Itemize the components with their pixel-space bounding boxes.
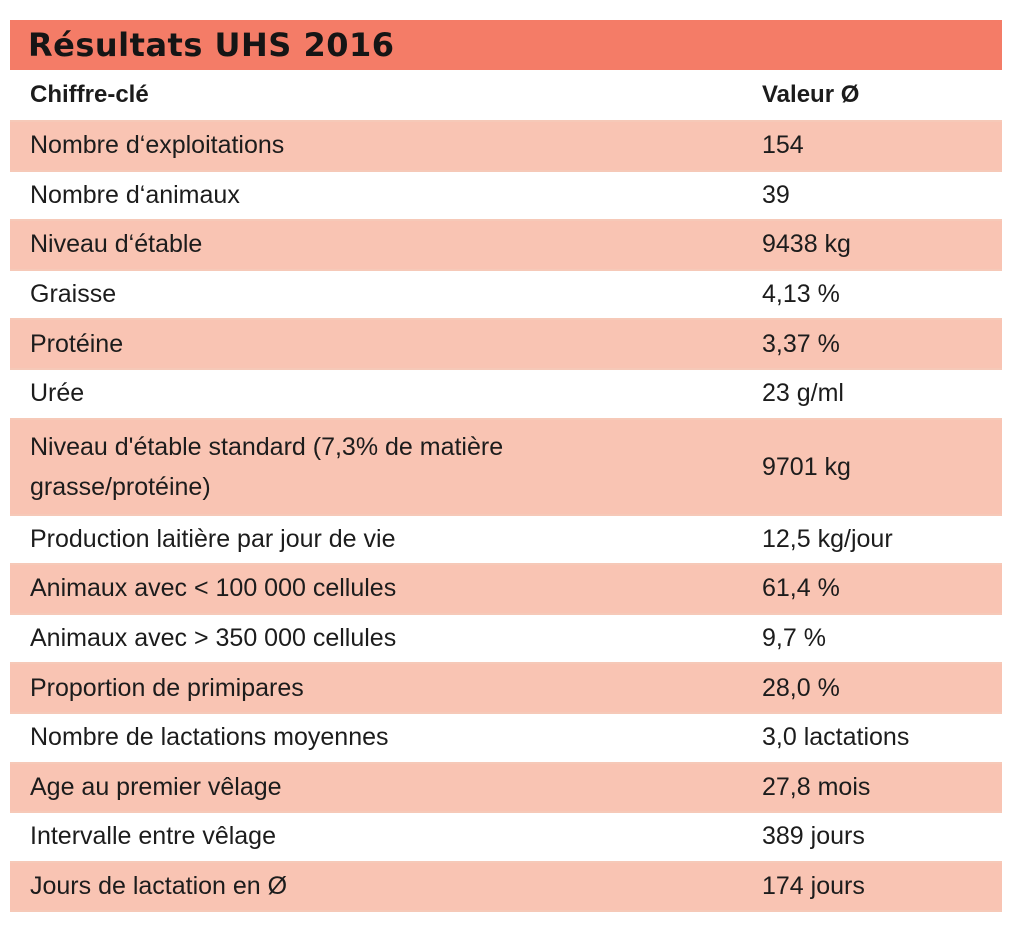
row-value: 27,8 mois (762, 772, 871, 801)
row-value: 9438 kg (762, 230, 851, 259)
table-header-row: Chiffre-clé Valeur Ø (10, 70, 1002, 122)
row-key: Nombre d‘animaux (30, 180, 240, 209)
table-row: Production laitière par jour de vie 12,5… (10, 515, 1002, 566)
table-row: Niveau d'étable standard (7,3% de matièr… (10, 419, 1002, 516)
results-table: Résultats UHS 2016 Chiffre-clé Valeur Ø … (10, 20, 1002, 913)
table-row: Animaux avec < 100 000 cellules 61,4 % (10, 565, 1002, 615)
row-key: Nombre d‘exploitations (30, 131, 285, 160)
row-value: 389 jours (762, 822, 865, 851)
row-key: Nombre de lactations moyennes (30, 723, 389, 752)
table-row: Intervalle entre vêlage 389 jours (10, 813, 1002, 863)
table-row: Nombre d‘exploitations 154 (10, 122, 1002, 172)
table-row: Nombre de lactations moyennes 3,0 lactat… (10, 713, 1002, 764)
row-key: Proportion de primipares (30, 673, 304, 702)
row-key: Intervalle entre vêlage (30, 822, 276, 851)
column-header-value: Valeur Ø (762, 81, 860, 108)
row-key: Animaux avec > 350 000 cellules (30, 624, 397, 653)
table-row: Proportion de primipares 28,0 % (10, 664, 1002, 714)
row-value: 12,5 kg/jour (762, 524, 893, 553)
row-value: 39 (762, 180, 790, 209)
row-value: 28,0 % (762, 673, 840, 702)
table-row: Age au premier vêlage 27,8 mois (10, 763, 1002, 814)
title-bar: Résultats UHS 2016 (10, 20, 1002, 70)
row-value: 174 jours (762, 872, 865, 901)
row-value: 154 (762, 131, 804, 160)
table-row: Nombre d‘animaux 39 (10, 171, 1002, 222)
row-key: Graisse (30, 280, 117, 309)
row-key: Production laitière par jour de vie (30, 524, 396, 553)
row-value: 61,4 % (762, 574, 840, 603)
row-value: 3,0 lactations (762, 723, 910, 752)
table-row: Niveau d‘étable 9438 kg (10, 221, 1002, 271)
row-key: Animaux avec < 100 000 cellules (30, 574, 397, 603)
table-body: Nombre d‘exploitations 154 Nombre d‘anim… (10, 122, 1002, 913)
row-key: Niveau d'étable standard (7,3% de matièr… (30, 432, 504, 501)
row-value: 4,13 % (762, 280, 840, 309)
table-row: Animaux avec > 350 000 cellules 9,7 % (10, 614, 1002, 665)
table-row: Jours de lactation en Ø 174 jours (10, 862, 1002, 913)
row-key: Protéine (30, 329, 124, 358)
row-key: Age au premier vêlage (30, 772, 282, 801)
row-value: 23 g/ml (762, 379, 844, 408)
row-value: 9701 kg (762, 452, 851, 481)
row-key: Niveau d‘étable (30, 230, 203, 259)
row-key: Jours de lactation en Ø (30, 872, 288, 901)
column-header-key: Chiffre-clé (30, 81, 149, 108)
table-title: Résultats UHS 2016 (28, 26, 395, 64)
table-row: Protéine 3,37 % (10, 320, 1002, 370)
row-value: 9,7 % (762, 624, 826, 653)
table-row: Graisse 4,13 % (10, 270, 1002, 321)
table-row: Urée 23 g/ml (10, 369, 1002, 420)
row-value: 3,37 % (762, 329, 840, 358)
row-key: Urée (30, 379, 85, 408)
